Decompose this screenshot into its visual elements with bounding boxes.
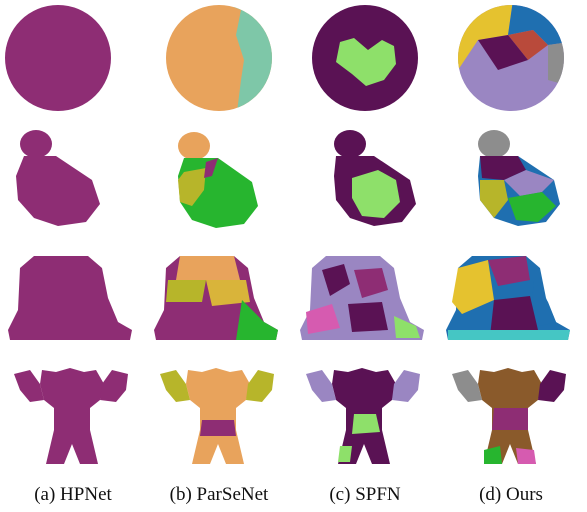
- parsenet-frog-result: [146, 240, 292, 360]
- parsenet-figure-result: [146, 360, 292, 480]
- ours-bottle-result: [438, 120, 584, 240]
- parsenet-bottle-result: [146, 120, 292, 240]
- parsenet-sphere-result: [146, 0, 292, 120]
- hpnet-sphere-result: [0, 0, 146, 120]
- caption-parsenet: (b) ParSeNet: [169, 484, 269, 505]
- spfn-sphere-result: [292, 0, 438, 120]
- spfn-figure-result: [292, 360, 438, 480]
- hpnet-frog-result: [0, 240, 146, 360]
- ours-frog-result: [438, 240, 584, 360]
- spfn-frog-result: [292, 240, 438, 360]
- hpnet-bottle-result: [0, 120, 146, 240]
- ours-figure-result: [438, 360, 584, 480]
- spfn-bottle-result: [292, 120, 438, 240]
- ours-sphere-result: [438, 0, 584, 120]
- caption-ours: (d) Ours: [479, 484, 543, 505]
- column-captions: (a) HPNet (b) ParSeNet (c) SPFN (d) Ours: [0, 482, 587, 512]
- caption-spfn: (c) SPFN: [329, 484, 401, 505]
- caption-hpnet: (a) HPNet: [34, 484, 112, 505]
- result-grid: [0, 0, 584, 480]
- hpnet-figure-result: [0, 360, 146, 480]
